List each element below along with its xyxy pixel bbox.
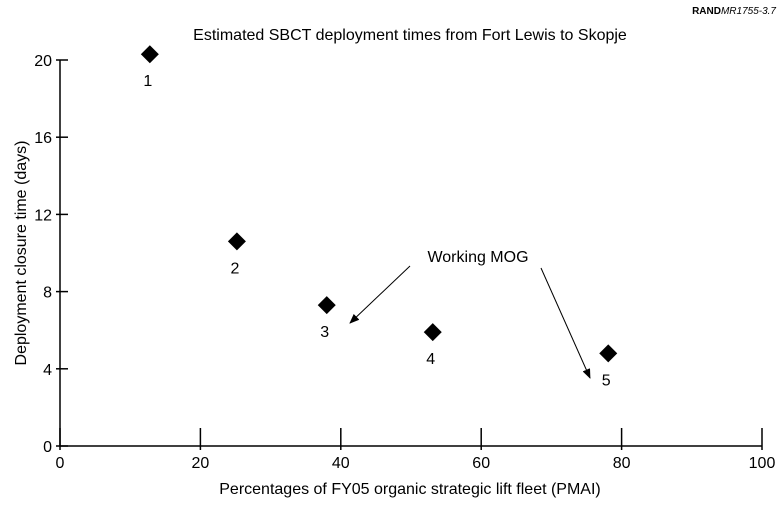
point-label: 3 (320, 324, 329, 341)
y-tick-label: 0 (43, 439, 52, 456)
x-tick-label: 100 (749, 455, 776, 472)
y-tick-label: 12 (34, 207, 52, 224)
point-label: 2 (230, 260, 239, 277)
chart-title: Estimated SBCT deployment times from For… (193, 27, 627, 44)
point (599, 344, 618, 363)
x-tick-label: 60 (472, 455, 490, 472)
y-tick-label: 20 (34, 53, 52, 70)
y-tick-label: 4 (43, 362, 52, 379)
x-tick-label: 20 (192, 455, 210, 472)
y-axis-label: Deployment closure time (days) (13, 141, 30, 366)
annotation-arrow (349, 265, 411, 324)
x-tick-label: 0 (56, 455, 65, 472)
point-label: 4 (426, 351, 435, 368)
point-label: 1 (143, 73, 152, 90)
point-label: 5 (602, 372, 611, 389)
x-tick-label: 80 (613, 455, 631, 472)
source-org: RAND (692, 6, 721, 17)
point (227, 232, 246, 251)
point (140, 45, 159, 64)
annotation: Working MOG (427, 249, 528, 266)
source-id: MR1755-3.7 (721, 6, 776, 17)
point (317, 296, 336, 315)
source-note: RANDMR1755-3.7 (692, 6, 776, 17)
x-axis-label: Percentages of FY05 organic strategic li… (219, 481, 601, 498)
annotation-arrow (540, 267, 591, 379)
y-tick-label: 16 (34, 130, 52, 147)
x-tick-label: 40 (332, 455, 350, 472)
y-tick-label: 8 (43, 285, 52, 302)
point (423, 323, 442, 342)
